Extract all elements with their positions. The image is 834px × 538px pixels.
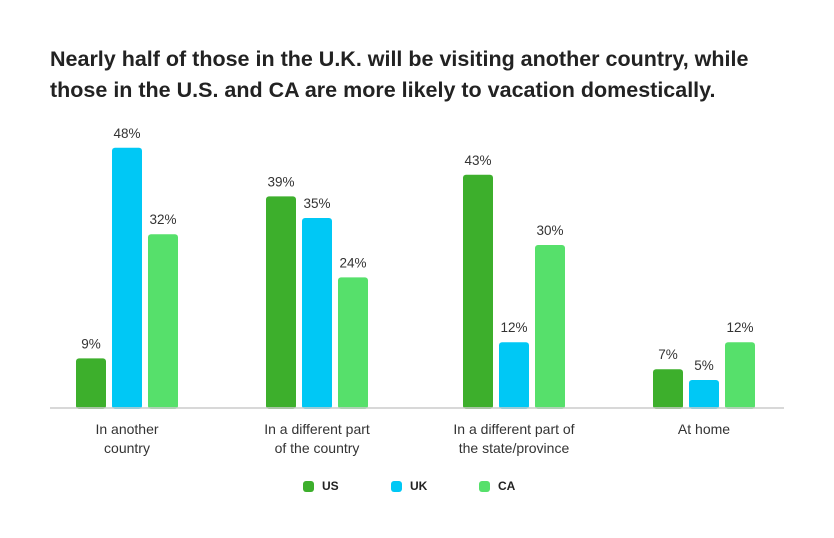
legend-swatch-uk — [391, 480, 402, 492]
data-label-uk-3: 12% — [500, 320, 527, 335]
chart-title: Nearly half of those in the U.K. will be… — [50, 44, 810, 106]
bar-uk-4 — [689, 380, 719, 409]
bar-ca-3 — [535, 245, 565, 409]
category-label-1: In another country — [95, 421, 158, 456]
data-label-uk-4: 5% — [694, 358, 714, 373]
bar-us-3 — [463, 174, 493, 409]
bar-us-4 — [653, 369, 683, 409]
data-label-uk-2: 35% — [303, 196, 330, 211]
category-label-line: At home — [678, 421, 730, 437]
legend-item-us: US — [303, 479, 339, 493]
category-label-line: of the country — [275, 440, 360, 456]
legend-item-uk: UK — [391, 479, 427, 493]
data-label-ca-1: 32% — [149, 212, 176, 227]
data-label-ca-3: 30% — [536, 223, 563, 238]
category-label-4: At home — [678, 421, 730, 437]
category-label-line: In a different part — [264, 421, 370, 437]
data-label-ca-2: 24% — [339, 255, 366, 270]
legend-swatch-us — [303, 480, 314, 492]
bar-ca-1 — [148, 234, 178, 409]
data-label-us-4: 7% — [658, 347, 678, 362]
data-label-ca-4: 12% — [726, 320, 753, 335]
legend: US UK CA — [0, 479, 834, 499]
legend-swatch-ca — [479, 480, 490, 492]
data-label-us-2: 39% — [267, 174, 294, 189]
bar-uk-2 — [302, 218, 332, 409]
bar-us-1 — [76, 358, 106, 409]
category-label-line: In another — [95, 421, 158, 437]
data-label-us-3: 43% — [464, 153, 491, 168]
category-label-line: the state/province — [459, 440, 570, 456]
data-label-uk-1: 48% — [113, 126, 140, 141]
chart-title-line-2: those in the U.S. and CA are more likely… — [50, 78, 716, 102]
category-label-2: In a different part of the country — [264, 421, 370, 456]
category-label-line: country — [104, 440, 150, 456]
chart-title-line-1: Nearly half of those in the U.K. will be… — [50, 47, 749, 71]
bar-us-2 — [266, 196, 296, 409]
bar-uk-3 — [499, 342, 529, 409]
data-label-us-1: 9% — [81, 336, 101, 351]
category-label-3: In a different part of the state/province — [453, 421, 574, 456]
bar-ca-4 — [725, 342, 755, 409]
legend-label-us: US — [322, 479, 339, 493]
category-label-line: In a different part of — [453, 421, 574, 437]
bar-ca-2 — [338, 277, 368, 409]
legend-item-ca: CA — [479, 479, 515, 493]
legend-label-uk: UK — [410, 479, 428, 493]
bar-uk-1 — [112, 147, 142, 410]
legend-label-ca: CA — [498, 479, 516, 493]
